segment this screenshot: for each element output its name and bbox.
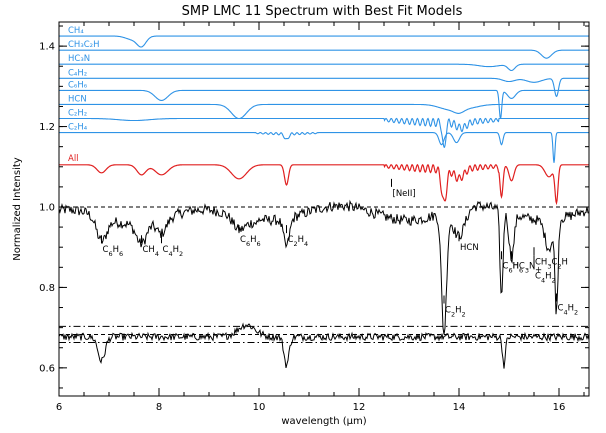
all-model-line [59, 163, 589, 206]
model-label-6: C₂H₂ [68, 109, 87, 119]
x-tick-label: 10 [253, 402, 266, 413]
plot-area: CH₄ CH₃C₂H HC₃N C₄H₂ C₆H₆ HCN C₂H₂ C₂H₄ All C6H6 C… [58, 26, 590, 369]
chart-title: SMP LMC 11 Spectrum with Best Fit Models [182, 4, 463, 19]
annotation-5: [NeII] [391, 178, 416, 199]
annotation-text: [NeII] [393, 189, 416, 199]
x-tick-label: 8 [156, 402, 162, 413]
x-tick-label: 14 [453, 402, 466, 413]
model-line-1 [59, 49, 589, 59]
residual-spectrum-line [58, 322, 590, 369]
annotation-text: C6H6 [503, 261, 524, 274]
annotation-text: C4H2 [558, 304, 579, 317]
annotation-7: HCN [458, 233, 479, 253]
model-line-2 [59, 63, 589, 72]
annotation-2: C4H2 [161, 235, 184, 258]
y-tick-label: 1.0 [39, 202, 55, 213]
annotation-12: C4H2 [533, 261, 556, 284]
annotation-text: CH4 [143, 245, 159, 258]
x-tick-label: 16 [553, 402, 566, 413]
annotation-9: HC3N [511, 251, 536, 274]
y-axis-label: Normalized Intensity [12, 157, 23, 260]
annotation-10: CH3C2H [533, 247, 568, 270]
annotation-text: C4H2 [535, 271, 556, 284]
model-label-3: C₄H₂ [68, 68, 87, 78]
model-label-1: CH₃C₂H [68, 40, 99, 50]
annotation-text: C6H6 [103, 245, 124, 258]
model-label-4: C₆H₆ [68, 80, 88, 90]
annotation-1: CH4 [141, 235, 159, 258]
model-line-3 [59, 77, 589, 98]
annotation-text: C2H2 [445, 306, 466, 319]
annotation-text: C2H4 [288, 235, 309, 248]
x-tick-label: 12 [353, 402, 366, 413]
annotation-0: C6H6 [101, 235, 124, 258]
annotation-4: C2H4 [286, 225, 309, 248]
annotation-text: HC3N [513, 261, 536, 274]
x-tick-label: 6 [56, 402, 62, 413]
annotation-text: C4H2 [163, 245, 184, 258]
observed-spectrum-line [58, 199, 590, 335]
model-label-0: CH₄ [68, 26, 84, 36]
annotation-13: C4H2 [556, 293, 579, 317]
y-tick-label: 0.6 [39, 363, 55, 374]
model-label-5: HCN [68, 94, 87, 104]
model-line-7 [59, 132, 589, 163]
x-axis-label: wavelength (μm) [281, 416, 366, 427]
all-model-label: All [68, 154, 79, 164]
y-tick-label: 0.8 [39, 283, 55, 294]
plot-frame [58, 21, 590, 397]
annotation-6: C2H2 [443, 295, 466, 319]
annotation-text: C6H6 [240, 235, 261, 248]
model-label-2: HC₃N [68, 54, 90, 64]
model-line-5 [59, 103, 589, 120]
annotation-text: CH3C2H [535, 257, 568, 270]
axes: 6 8 10 12 14 16 0.6 0.8 1.0 1.2 1.4 [39, 22, 589, 413]
annotation-8: C6H6 [501, 251, 524, 274]
y-tick-label: 1.4 [39, 42, 55, 53]
model-label-7: C₂H₄ [68, 123, 88, 133]
annotation-text: HCN [460, 243, 479, 253]
y-tick-label: 1.2 [39, 122, 55, 133]
annotation-3: C6H6 [238, 225, 261, 248]
model-line-6 [59, 117, 589, 149]
model-line-0 [59, 35, 589, 48]
annotation-text: + [535, 265, 542, 275]
